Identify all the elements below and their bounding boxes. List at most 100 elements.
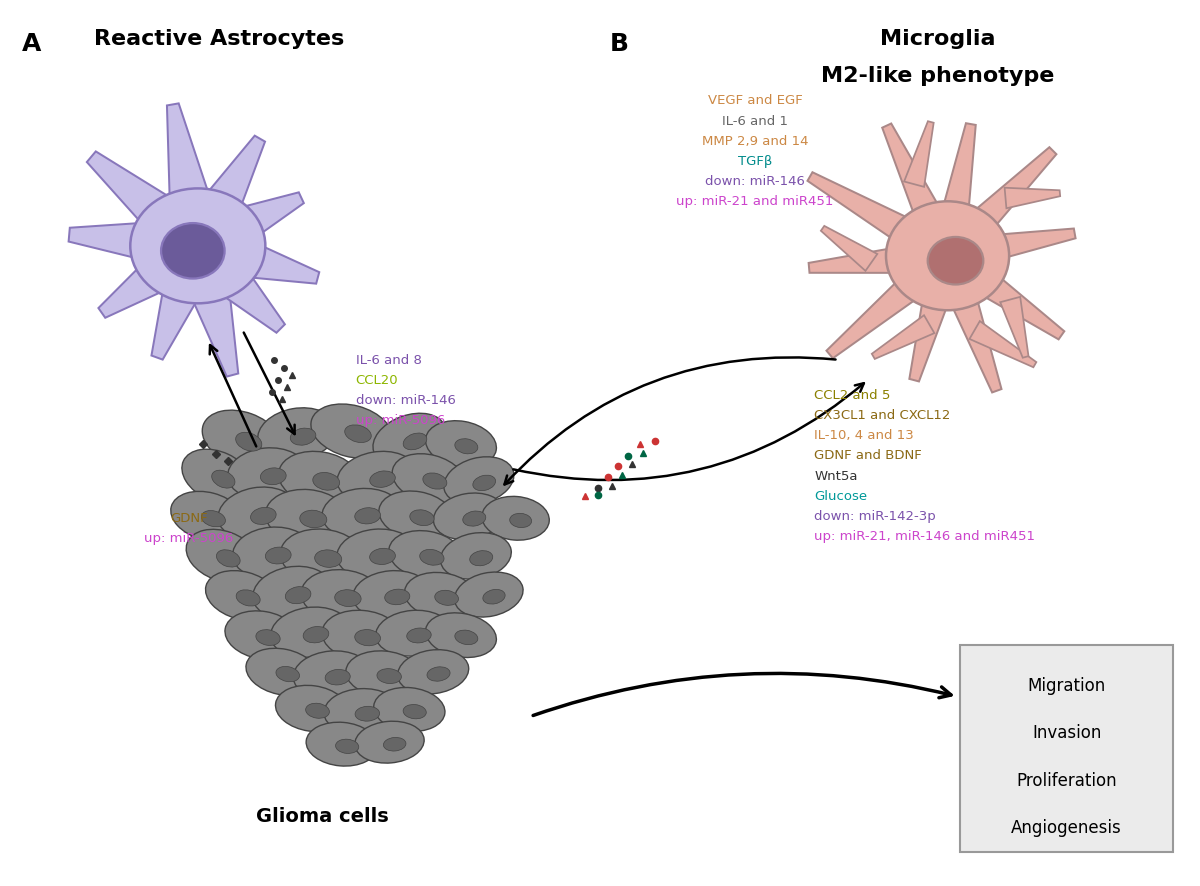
Text: up: miR-21 and miR451: up: miR-21 and miR451	[677, 195, 834, 208]
Ellipse shape	[469, 551, 493, 566]
FancyBboxPatch shape	[960, 645, 1172, 852]
Text: Invasion: Invasion	[1032, 724, 1102, 742]
Text: GDNF: GDNF	[170, 511, 208, 525]
Ellipse shape	[276, 666, 300, 682]
Polygon shape	[937, 243, 1064, 340]
Text: IL-6 and 8: IL-6 and 8	[355, 354, 421, 366]
Text: Proliferation: Proliferation	[1016, 771, 1117, 789]
Ellipse shape	[355, 630, 380, 646]
Ellipse shape	[236, 590, 260, 606]
Ellipse shape	[344, 425, 371, 443]
Ellipse shape	[434, 591, 458, 606]
Ellipse shape	[235, 433, 262, 452]
Ellipse shape	[258, 408, 336, 461]
Ellipse shape	[218, 487, 296, 540]
Ellipse shape	[161, 224, 224, 279]
Ellipse shape	[473, 476, 496, 491]
Ellipse shape	[337, 452, 416, 502]
Ellipse shape	[392, 455, 466, 504]
Ellipse shape	[455, 572, 523, 618]
Polygon shape	[809, 239, 949, 274]
Ellipse shape	[170, 492, 245, 541]
Ellipse shape	[182, 450, 253, 505]
Ellipse shape	[377, 669, 402, 684]
Ellipse shape	[433, 494, 504, 540]
Text: CCL2 and 5: CCL2 and 5	[815, 388, 890, 401]
Ellipse shape	[325, 670, 350, 685]
Ellipse shape	[322, 489, 401, 539]
Text: CX3CL1 and CXCL12: CX3CL1 and CXCL12	[815, 408, 950, 422]
Ellipse shape	[385, 589, 410, 605]
Ellipse shape	[373, 414, 445, 465]
Polygon shape	[872, 316, 935, 360]
Text: Angiogenesis: Angiogenesis	[1012, 819, 1122, 836]
Ellipse shape	[353, 571, 430, 618]
Ellipse shape	[186, 530, 259, 583]
Text: Microglia: Microglia	[880, 29, 995, 49]
Polygon shape	[86, 152, 215, 268]
Ellipse shape	[379, 492, 454, 540]
Ellipse shape	[384, 738, 406, 751]
Ellipse shape	[389, 531, 463, 579]
Ellipse shape	[324, 688, 400, 734]
Polygon shape	[827, 244, 959, 359]
Text: Glioma cells: Glioma cells	[256, 806, 389, 825]
Ellipse shape	[286, 587, 311, 604]
Ellipse shape	[370, 548, 396, 565]
Text: IL-6 and 1: IL-6 and 1	[722, 114, 788, 128]
Ellipse shape	[376, 610, 451, 657]
Ellipse shape	[216, 550, 240, 567]
Text: up: miR-21, miR-146 and miR451: up: miR-21, miR-146 and miR451	[815, 530, 1036, 542]
Ellipse shape	[260, 469, 286, 486]
Ellipse shape	[276, 686, 348, 732]
Ellipse shape	[403, 704, 426, 719]
Ellipse shape	[224, 611, 300, 660]
Ellipse shape	[337, 530, 416, 579]
Ellipse shape	[281, 530, 364, 583]
Polygon shape	[186, 193, 304, 271]
Ellipse shape	[265, 490, 349, 544]
Polygon shape	[930, 124, 976, 260]
Ellipse shape	[256, 630, 280, 646]
Ellipse shape	[211, 470, 235, 488]
Ellipse shape	[265, 548, 292, 564]
Ellipse shape	[336, 739, 359, 754]
Ellipse shape	[304, 626, 329, 643]
Text: CCL20: CCL20	[355, 373, 398, 386]
Ellipse shape	[355, 509, 380, 525]
Ellipse shape	[290, 429, 316, 446]
Text: Glucose: Glucose	[815, 489, 868, 502]
Ellipse shape	[409, 510, 434, 526]
Ellipse shape	[131, 190, 265, 304]
Ellipse shape	[510, 514, 532, 528]
Ellipse shape	[482, 497, 550, 540]
Text: up: miR-5096: up: miR-5096	[144, 532, 234, 544]
Ellipse shape	[373, 688, 445, 732]
Ellipse shape	[455, 630, 478, 645]
Ellipse shape	[404, 572, 478, 619]
Ellipse shape	[335, 590, 361, 607]
Ellipse shape	[444, 457, 514, 505]
Ellipse shape	[427, 667, 450, 681]
Ellipse shape	[203, 411, 283, 469]
Ellipse shape	[397, 650, 469, 695]
Polygon shape	[151, 237, 223, 361]
Ellipse shape	[426, 613, 497, 657]
Text: VEGF and EGF: VEGF and EGF	[708, 94, 803, 107]
Ellipse shape	[440, 533, 511, 579]
Ellipse shape	[886, 202, 1009, 311]
Polygon shape	[172, 239, 239, 377]
Polygon shape	[98, 224, 214, 318]
Polygon shape	[68, 220, 200, 274]
Polygon shape	[931, 251, 1002, 393]
Text: TGFβ: TGFβ	[738, 155, 772, 167]
Polygon shape	[1004, 189, 1060, 209]
Text: down: miR-146: down: miR-146	[355, 393, 456, 407]
Polygon shape	[1001, 298, 1028, 358]
Polygon shape	[935, 148, 1056, 268]
Ellipse shape	[270, 608, 349, 657]
Ellipse shape	[463, 511, 486, 526]
Ellipse shape	[306, 703, 329, 719]
Ellipse shape	[300, 510, 326, 528]
Ellipse shape	[228, 448, 307, 500]
